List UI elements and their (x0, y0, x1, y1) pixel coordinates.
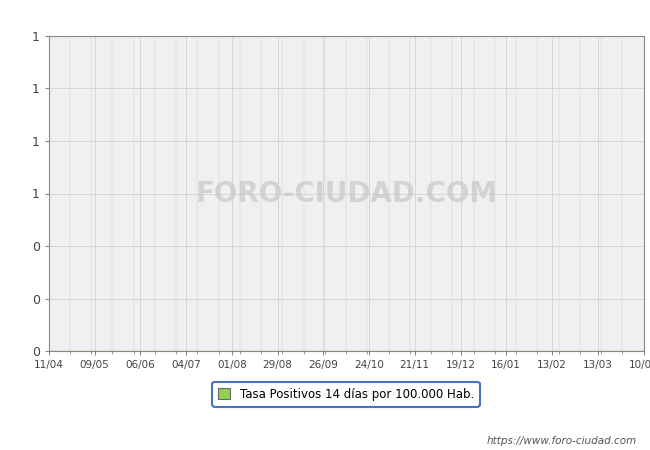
Legend: Tasa Positivos 14 días por 100.000 Hab.: Tasa Positivos 14 días por 100.000 Hab. (213, 382, 480, 406)
Text: Municipio de El Milà - COVID-19: Municipio de El Milà - COVID-19 (194, 8, 456, 26)
Text: https://www.foro-ciudad.com: https://www.foro-ciudad.com (487, 436, 637, 446)
Text: FORO-CIUDAD.COM: FORO-CIUDAD.COM (195, 180, 497, 207)
